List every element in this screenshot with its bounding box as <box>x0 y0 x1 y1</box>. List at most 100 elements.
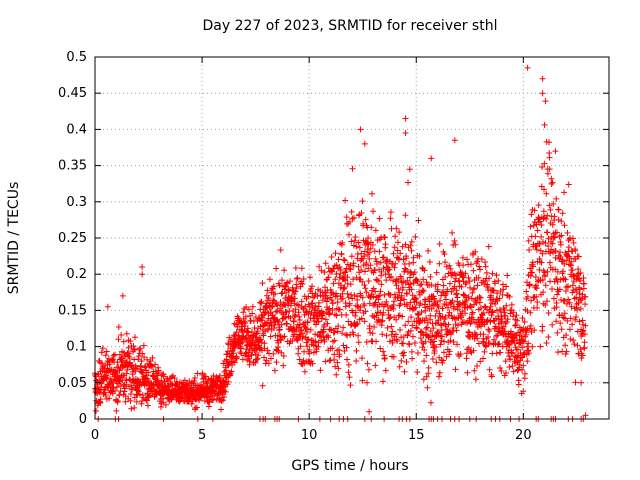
data-point <box>402 212 409 219</box>
data-point <box>462 310 469 317</box>
data-point <box>317 333 324 340</box>
data-point <box>519 344 526 351</box>
data-point <box>118 331 125 338</box>
data-point <box>242 319 249 326</box>
data-point <box>564 317 571 324</box>
data-point <box>443 296 450 303</box>
data-point <box>480 355 487 362</box>
data-point <box>482 263 489 270</box>
data-point <box>306 303 313 310</box>
data-point <box>404 277 411 284</box>
data-point <box>259 280 266 287</box>
data-point <box>144 356 151 363</box>
data-point <box>353 357 360 364</box>
data-point <box>526 246 533 253</box>
data-point <box>521 319 528 326</box>
data-point <box>349 295 356 302</box>
data-point <box>130 343 137 350</box>
data-point <box>383 332 390 339</box>
data-point <box>157 403 164 410</box>
data-point-outlier <box>357 126 364 133</box>
data-point <box>355 339 362 346</box>
data-point <box>370 313 377 320</box>
data-point <box>368 224 375 231</box>
data-point <box>480 310 487 317</box>
data-point <box>439 305 446 312</box>
data-point <box>233 355 240 362</box>
data-point <box>259 382 266 389</box>
data-point <box>279 315 286 322</box>
data-point <box>528 211 535 218</box>
data-point <box>479 338 486 345</box>
data-point <box>370 208 377 215</box>
data-point <box>276 282 283 289</box>
data-point <box>440 349 447 356</box>
data-point <box>493 350 500 357</box>
y-tick-label: 0.25 <box>58 231 87 246</box>
data-point <box>386 266 393 273</box>
data-point <box>392 233 399 240</box>
data-point <box>338 282 345 289</box>
data-point <box>565 181 572 188</box>
data-point <box>543 216 550 223</box>
data-point <box>349 165 356 172</box>
data-point <box>346 218 353 225</box>
data-point <box>145 369 152 376</box>
data-point <box>393 316 400 323</box>
data-point <box>566 255 573 262</box>
data-point <box>463 279 470 286</box>
data-point <box>262 308 269 315</box>
data-point <box>242 313 249 320</box>
data-point <box>432 298 439 305</box>
data-point-outlier <box>524 64 531 71</box>
data-point <box>446 280 453 287</box>
data-point <box>428 296 435 303</box>
data-point <box>375 296 382 303</box>
data-point <box>219 397 226 404</box>
y-tick-label: 0 <box>79 412 87 427</box>
data-point <box>552 266 559 273</box>
data-point <box>350 214 357 221</box>
data-point <box>446 351 453 358</box>
data-point <box>347 382 354 389</box>
data-point <box>205 403 212 410</box>
data-point <box>531 327 538 334</box>
data-point <box>312 302 319 309</box>
data-point <box>312 338 319 345</box>
data-point <box>299 361 306 368</box>
data-point <box>474 363 481 370</box>
data-point <box>304 319 311 326</box>
data-point <box>541 121 548 128</box>
data-point <box>550 295 557 302</box>
data-point <box>570 337 577 344</box>
data-point <box>361 253 368 260</box>
data-point <box>401 296 408 303</box>
data-point <box>545 235 552 242</box>
data-point <box>540 208 547 215</box>
data-point <box>110 384 117 391</box>
data-point <box>293 335 300 342</box>
data-point <box>451 283 458 290</box>
data-point <box>271 325 278 332</box>
data-point <box>395 278 402 285</box>
data-point <box>350 276 357 283</box>
data-point <box>413 299 420 306</box>
data-point <box>283 309 290 316</box>
data-point <box>299 280 306 287</box>
data-point <box>405 179 412 186</box>
data-point <box>273 359 280 366</box>
data-point <box>488 300 495 307</box>
data-point <box>483 269 490 276</box>
data-point <box>465 293 472 300</box>
data-point-outlier <box>139 271 146 278</box>
data-point <box>262 320 269 327</box>
data-point <box>513 312 520 319</box>
data-point <box>358 315 365 322</box>
data-point <box>523 288 530 295</box>
data-point <box>304 329 311 336</box>
data-point <box>413 325 420 332</box>
data-point <box>551 234 558 241</box>
data-point <box>452 366 459 373</box>
data-point <box>543 190 550 197</box>
data-point <box>336 264 343 271</box>
